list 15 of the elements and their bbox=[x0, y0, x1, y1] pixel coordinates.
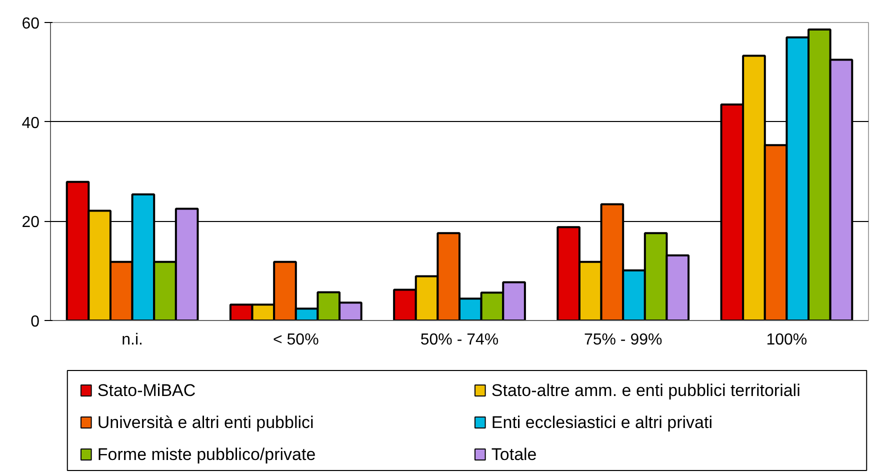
y-tick-label: 60 bbox=[22, 16, 40, 32]
legend-label: Enti ecclesiastici e altri privati bbox=[491, 413, 712, 432]
x-tick-label: 75% - 99% bbox=[584, 332, 662, 348]
x-tick-label: < 50% bbox=[272, 332, 319, 348]
legend-label: Università e altri enti pubblici bbox=[97, 413, 314, 432]
legend-label: Stato-MiBAC bbox=[97, 381, 196, 400]
legend-label: Totale bbox=[491, 445, 537, 464]
legend-label: Stato-altre amm. e enti pubblici territoriali bbox=[491, 381, 800, 400]
y-tick-label: 0 bbox=[30, 314, 40, 330]
y-tick-label: 20 bbox=[22, 214, 40, 232]
x-tick-label: n.i. bbox=[122, 332, 143, 348]
x-tick-label: 50% - 74% bbox=[420, 332, 499, 348]
legend-label: Forme miste pubblico/private bbox=[97, 445, 316, 464]
y-tick-label: 40 bbox=[22, 114, 40, 132]
x-tick-label: 100% bbox=[766, 332, 808, 348]
